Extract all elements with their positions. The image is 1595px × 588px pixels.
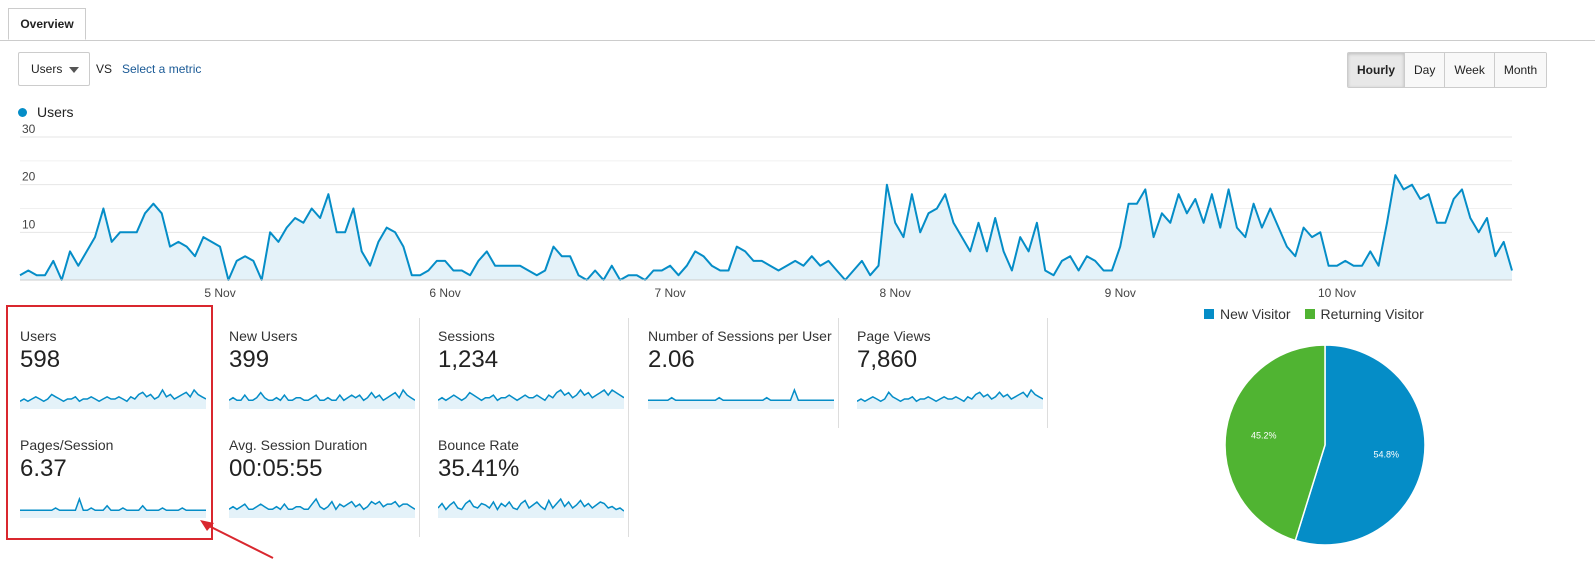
y-tick-label: 20 (22, 170, 36, 184)
metric-sparkline (648, 388, 834, 409)
x-tick-label: 8 Nov (880, 286, 911, 300)
metric-name: Number of Sessions per User (648, 328, 832, 344)
square-icon (1304, 309, 1315, 319)
chevron-down-icon (69, 67, 79, 73)
metric-value: 598 (20, 346, 61, 373)
y-tick-label: 30 (22, 122, 36, 136)
metric-sparkline (857, 388, 1043, 409)
granularity-week[interactable]: Week (1444, 53, 1494, 87)
metric-value: 1,234 (438, 346, 499, 373)
vs-label: VS (96, 62, 113, 76)
tab-overview[interactable]: Overview (8, 8, 86, 40)
pie-slice-label: 54.8% (1374, 449, 1400, 459)
granularity-toggle: Hourly Day Week Month (1347, 52, 1548, 88)
tab-bar: Overview (0, 0, 1595, 41)
x-tick-label: 10 Nov (1318, 286, 1356, 300)
select-metric-link[interactable]: Select a metric (122, 62, 202, 76)
users-series-line (19, 174, 1513, 281)
metric-sparkline (438, 497, 624, 518)
pie-legend-label: Returning Visitor (1320, 306, 1424, 322)
metric-value: 7,860 (857, 346, 918, 373)
metric-value: 00:05:55 (229, 455, 323, 482)
metric-select-value: Users (31, 62, 63, 76)
granularity-hourly[interactable]: Hourly (1348, 53, 1405, 87)
sparkline-line (20, 388, 206, 403)
pie-slice-label: 45.2% (1251, 431, 1277, 441)
metric-name: Sessions (438, 328, 495, 344)
sparkline-area (438, 390, 624, 409)
metric-name: Users (20, 328, 57, 344)
metric-name: Pages/Session (20, 437, 114, 453)
legend-dot-icon (18, 107, 27, 117)
sparkline-line (20, 497, 206, 512)
metric-card[interactable]: Page Views 7,860 (847, 318, 1048, 428)
highlight-box (6, 305, 213, 540)
metric-card[interactable]: Sessions 1,234 (428, 318, 629, 428)
x-tick-label: 6 Nov (429, 286, 460, 300)
sparkline-area (438, 499, 624, 518)
sparkline-line (648, 388, 834, 402)
metric-card[interactable]: Number of Sessions per User 2.06 (638, 318, 839, 428)
metric-sparkline (20, 497, 206, 518)
metric-card[interactable]: Avg. Session Duration 00:05:55 (219, 427, 420, 537)
chart-legend-label: Users (37, 104, 74, 120)
metric-name: New Users (229, 328, 298, 344)
metric-name: Bounce Rate (438, 437, 519, 453)
chart-legend: Users (18, 104, 74, 120)
pie-slice[interactable] (1294, 344, 1426, 546)
pie-slice[interactable] (1224, 344, 1326, 542)
metric-card[interactable]: New Users 399 (219, 318, 420, 428)
metric-sparkline (20, 388, 206, 409)
sparkline-area (20, 499, 206, 518)
metric-sparkline (229, 388, 415, 409)
square-icon (1204, 309, 1214, 319)
y-tick-label: 10 (22, 217, 36, 231)
visitor-pie-chart: 54.8% 45.2% (1224, 344, 1426, 546)
pie-legend-item-returning-visitor: Returning Visitor (1304, 306, 1424, 322)
annotation-arrow (200, 520, 274, 559)
metric-name: Avg. Session Duration (229, 437, 368, 453)
sparkline-line (857, 388, 1043, 403)
metric-value: 399 (229, 346, 270, 373)
granularity-day[interactable]: Day (1404, 53, 1445, 87)
x-tick-label: 5 Nov (204, 286, 235, 300)
pie-legend-item-new-visitor: New Visitor (1204, 306, 1291, 322)
sparkline-line (229, 497, 415, 511)
sparkline-line (438, 388, 624, 402)
metric-select[interactable]: Users (18, 52, 90, 86)
metric-card[interactable]: Users 598 (10, 318, 220, 428)
metric-card[interactable]: Pages/Session 6.37 (10, 427, 220, 537)
metric-card[interactable]: Bounce Rate 35.41% (428, 427, 629, 537)
pie-legend-label: New Visitor (1220, 306, 1291, 322)
metric-sparkline (438, 388, 624, 409)
sparkline-line (229, 388, 415, 402)
x-tick-label: 9 Nov (1105, 286, 1136, 300)
metric-name: Page Views (857, 328, 931, 344)
metric-value: 2.06 (648, 346, 695, 373)
metric-value: 35.41% (438, 455, 520, 482)
sparkline-line (438, 497, 624, 512)
x-tick-label: 7 Nov (654, 286, 685, 300)
metric-value: 6.37 (20, 455, 67, 482)
sparkline-area (229, 390, 415, 409)
sparkline-area (648, 390, 834, 409)
metric-sparkline (229, 497, 415, 518)
users-line-chart: 30 20 10 5 Nov 6 Nov 7 Nov 8 Nov 9 Nov 10 Nov (19, 122, 1513, 300)
pie-legend: New Visitor Returning Visitor (1204, 306, 1438, 322)
granularity-month[interactable]: Month (1493, 53, 1547, 87)
